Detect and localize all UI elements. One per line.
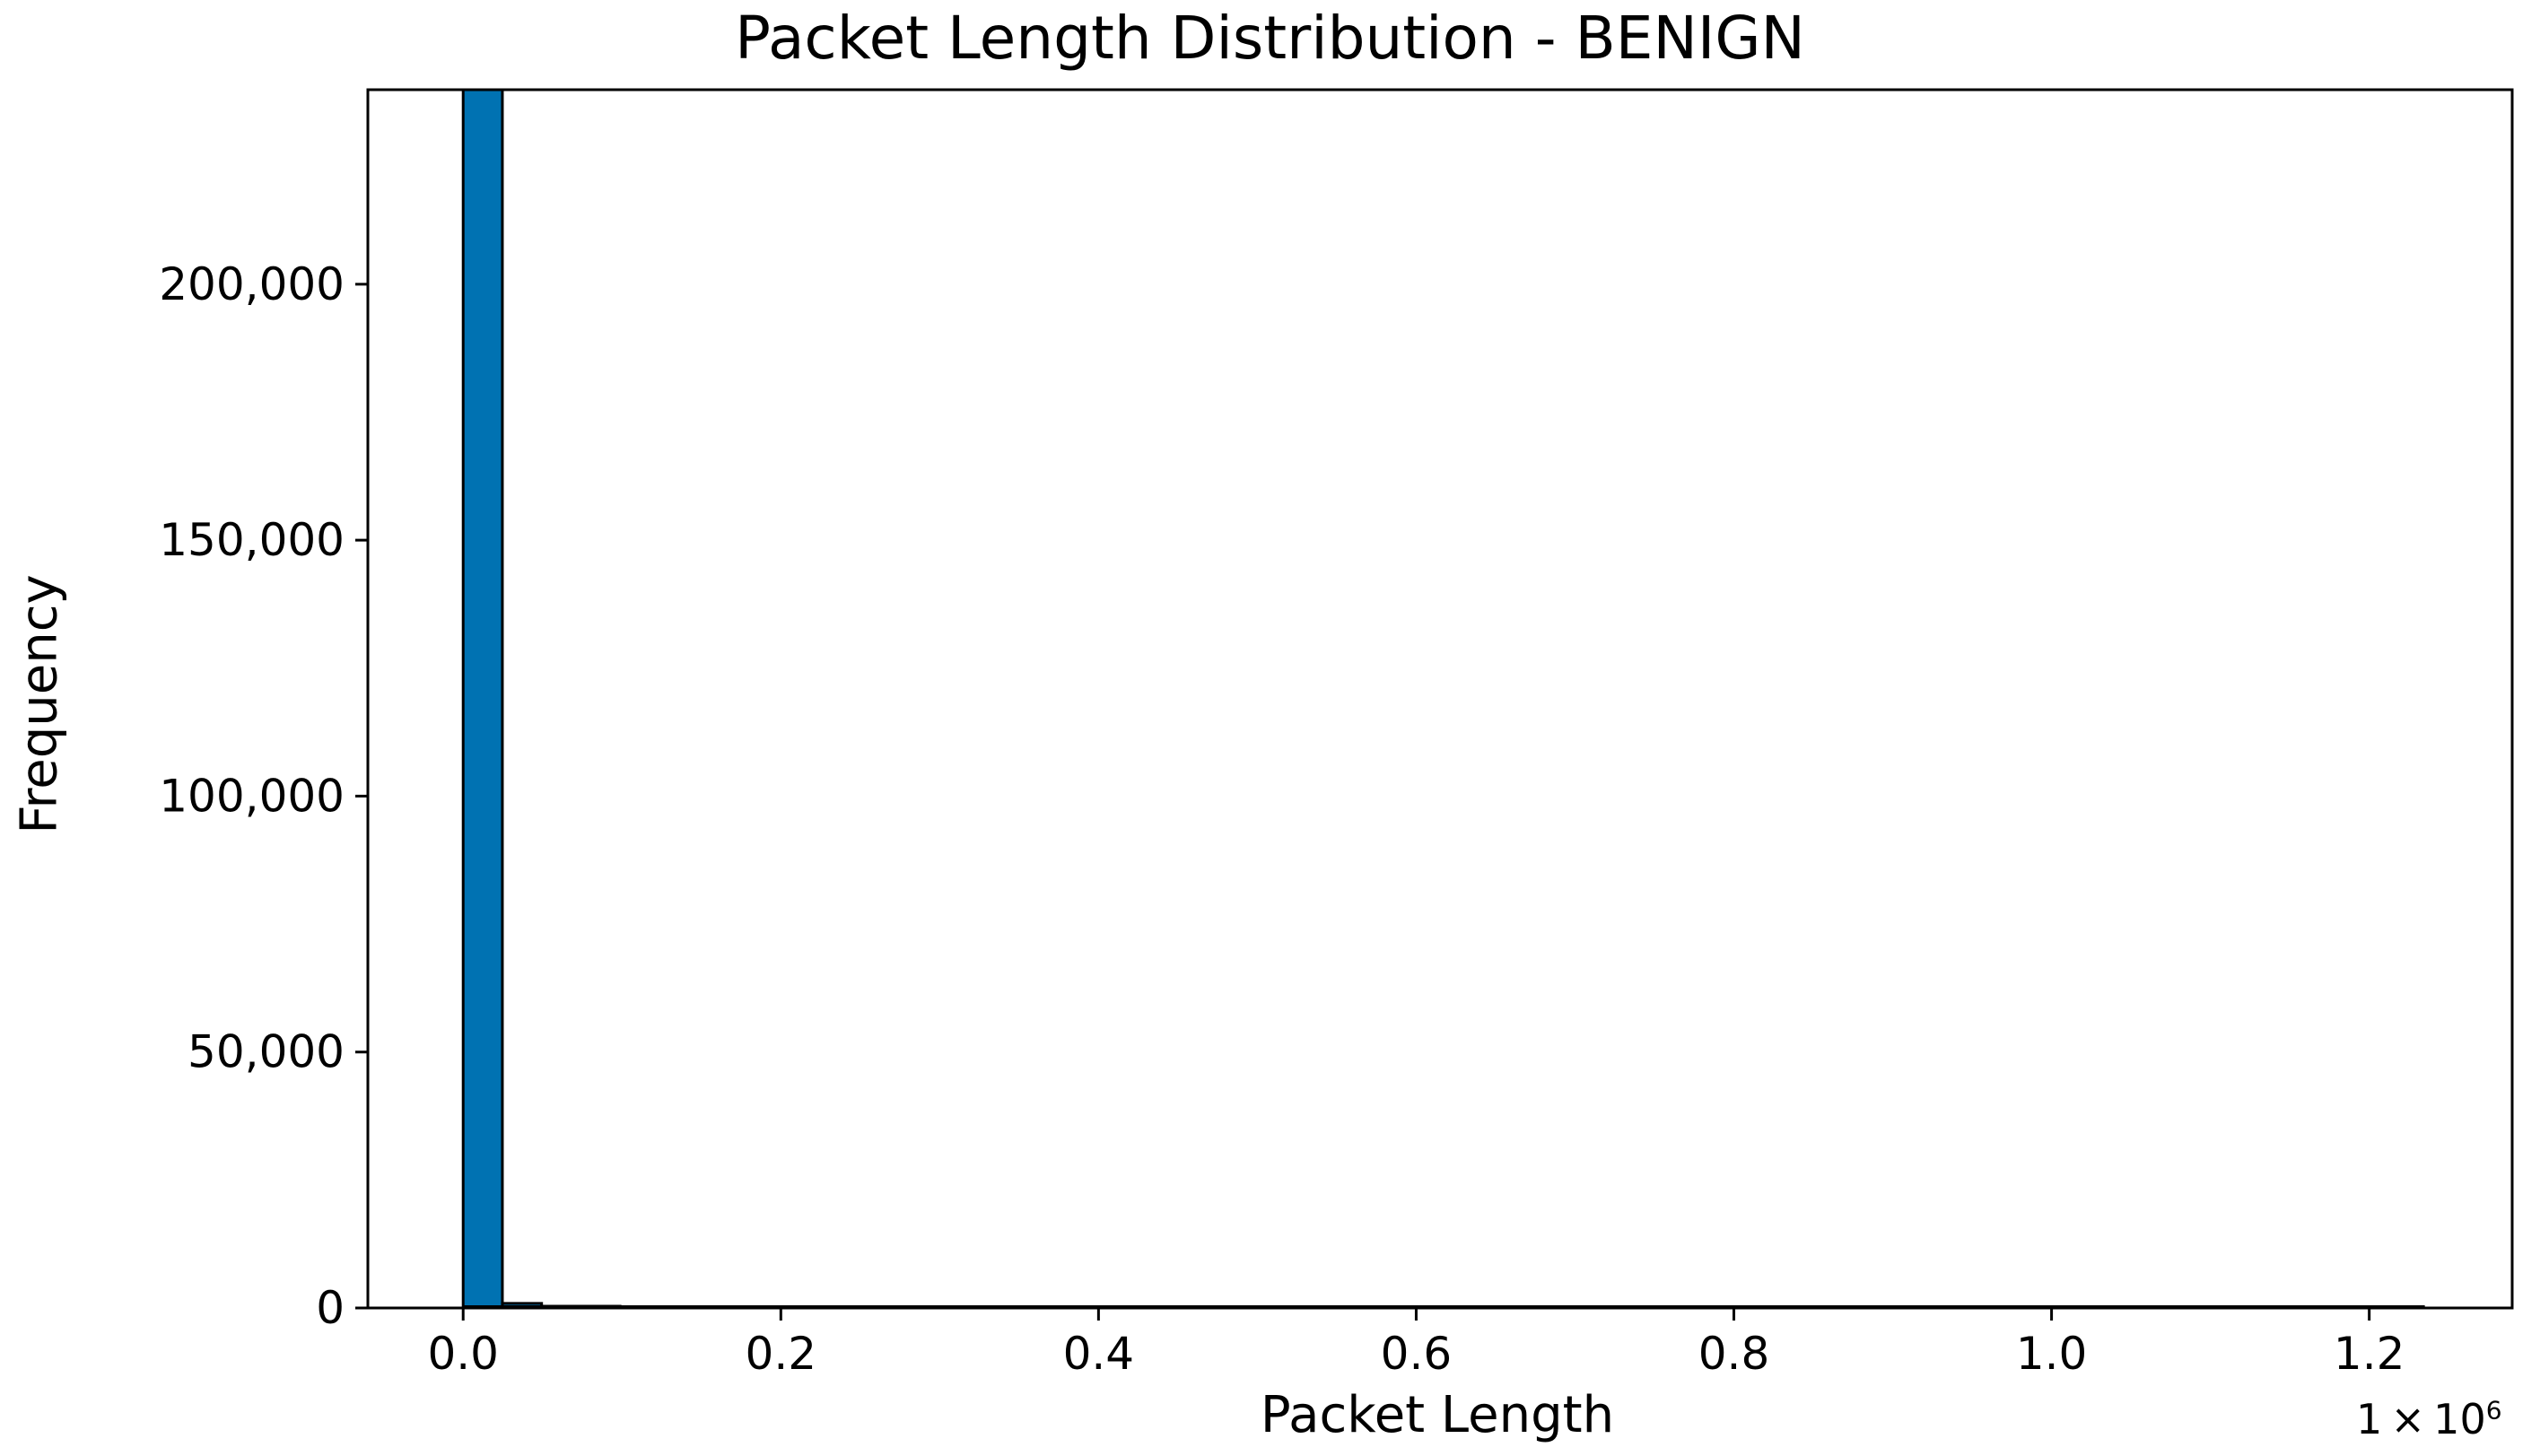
x-tick-label: 0.6 (1381, 1328, 1453, 1380)
bars-group (461, 88, 622, 1310)
y-tick-label: 200,000 (159, 258, 345, 310)
x-ticks-group: 0.0 0.2 0.4 0.6 0.8 1.0 1.2 (427, 1308, 2405, 1380)
y-tick-label: 0 (316, 1282, 345, 1334)
x-axis-label: Packet Length (1260, 1386, 1615, 1444)
y-tick-label: 100,000 (159, 770, 345, 822)
x-tick-label: 1.2 (2334, 1328, 2405, 1380)
x-tick-label: 1.0 (2016, 1328, 2088, 1380)
y-ticks-group: 0 50,000 100,000 150,000 200,000 (159, 258, 368, 1334)
x-axis-offset: 1 × 106 (2356, 1395, 2502, 1443)
x-tick-label: 0.0 (427, 1328, 499, 1380)
histogram-bar (461, 88, 504, 1310)
plot-frame (366, 88, 2514, 1310)
x-tick-label: 0.4 (1063, 1328, 1135, 1380)
y-tick-label: 50,000 (188, 1026, 345, 1078)
chart-title: Packet Length Distribution - BENIGN (735, 4, 1805, 73)
x-tick-label: 0.8 (1698, 1328, 1770, 1380)
y-tick-label: 150,000 (159, 514, 345, 566)
x-axis-offset-exponent: 6 (2485, 1395, 2502, 1425)
y-axis-label: Frequency (10, 574, 69, 834)
x-tick-label: 0.2 (746, 1328, 817, 1380)
x-axis-offset-base: 1 × 10 (2356, 1395, 2486, 1443)
